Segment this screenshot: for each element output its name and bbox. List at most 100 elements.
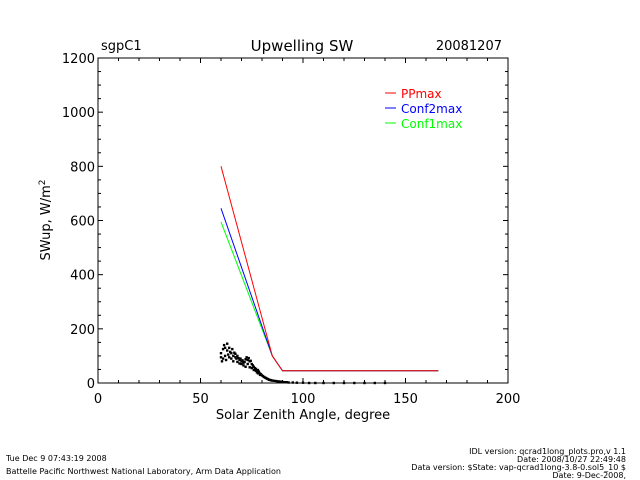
x-tick-label: 150: [393, 392, 418, 407]
y-tick-label: 400: [70, 269, 95, 284]
data-point: [273, 379, 276, 382]
data-point: [228, 356, 231, 359]
data-point: [238, 358, 241, 362]
data-point: [256, 368, 260, 372]
data-point: [249, 359, 252, 362]
data-point: [230, 352, 233, 355]
data-point: [243, 360, 246, 364]
data-point: [231, 347, 234, 351]
footer-idl-version: IDL version: qcrad1long_plots.pro,v 1.1: [469, 447, 626, 456]
data-point: [246, 362, 249, 366]
x-axis-label: Solar Zenith Angle, degree: [216, 408, 390, 423]
legend-label: PPmax: [401, 87, 442, 101]
series-line-conf2max: [220, 208, 439, 372]
data-point: [254, 369, 258, 372]
data-point: [240, 362, 243, 366]
data-point: [373, 381, 376, 385]
data-point: [239, 357, 242, 360]
footer-idl-date: Date: 2008/10/27 22:49:48: [517, 455, 626, 464]
site-label: sgpC1: [101, 39, 142, 54]
data-point: [283, 381, 286, 384]
data-point: [229, 350, 232, 354]
legend-label: Conf2max: [401, 102, 462, 116]
data-point: [219, 352, 223, 355]
data-point: [281, 380, 284, 384]
data-point: [223, 354, 227, 358]
y-axis-label: SWup, W/m2: [38, 179, 54, 260]
footer-data-date: Date: 9-Dec-2008,: [552, 471, 626, 480]
data-point: [332, 381, 335, 385]
data-point: [227, 353, 230, 356]
data-point: [254, 367, 258, 371]
data-point: [237, 356, 240, 360]
y-tick-label: 800: [70, 160, 95, 175]
data-point: [353, 381, 356, 385]
data-point: [291, 381, 294, 384]
data-point: [307, 381, 311, 385]
data-point: [219, 356, 223, 359]
data-point: [220, 360, 224, 363]
data-point: [314, 381, 317, 385]
data-point: [224, 358, 228, 362]
data-point: [244, 358, 247, 361]
data-point: [223, 346, 227, 349]
data-point: [363, 381, 366, 385]
data-point: [226, 342, 229, 345]
data-point: [322, 381, 325, 385]
data-point: [230, 357, 233, 360]
data-point: [238, 362, 241, 365]
data-point: [232, 360, 235, 363]
data-point: [245, 356, 248, 359]
data-point: [301, 381, 305, 384]
data-points: [219, 342, 387, 385]
data-point: [234, 356, 237, 359]
data-point: [226, 349, 229, 352]
y-tick-label: 1000: [62, 106, 95, 121]
data-point: [277, 380, 280, 383]
data-point: [275, 379, 278, 383]
data-point: [222, 343, 226, 347]
data-point: [242, 364, 245, 367]
chart-title: Upwelling SW: [251, 37, 354, 55]
data-point: [235, 357, 238, 360]
data-point: [252, 368, 255, 372]
legend-label: Conf1max: [401, 117, 462, 131]
x-tick-label: 0: [94, 392, 102, 407]
data-point: [251, 364, 254, 367]
data-point: [271, 379, 274, 382]
data-point: [228, 346, 231, 349]
x-tick-label: 50: [192, 392, 209, 407]
data-point: [252, 365, 255, 368]
x-tick-label: 100: [291, 392, 316, 407]
data-point: [244, 365, 247, 368]
data-point: [246, 358, 249, 362]
series-layer: [220, 166, 439, 372]
data-point: [221, 357, 225, 360]
footer-data-version: Data version: $State: vap-qcrad1long-3.8…: [411, 463, 626, 472]
y-axis: 0 200 400 600 800 1000 1200: [62, 52, 508, 392]
footer-timestamp: Tue Dec 9 07:43:19 2008: [5, 454, 107, 463]
data-point: [236, 354, 239, 358]
x-axis: 0 50 100 150 200: [94, 58, 521, 407]
series-line-conf1max: [220, 221, 439, 372]
x-tick-label: 200: [496, 392, 521, 407]
data-point: [250, 366, 253, 370]
y-tick-label: 200: [70, 323, 95, 338]
data-point: [241, 359, 244, 362]
y-tick-label: 600: [70, 215, 95, 230]
y-tick-label: 0: [87, 377, 95, 392]
series-line-ppmax: [220, 166, 439, 372]
data-point: [287, 381, 290, 384]
data-point: [248, 366, 251, 369]
data-point: [232, 354, 235, 358]
date-label: 20081207: [436, 39, 502, 54]
data-point: [221, 347, 225, 351]
y-tick-label: 1200: [62, 52, 95, 67]
data-point: [279, 380, 282, 383]
data-point: [257, 370, 261, 373]
data-point: [285, 381, 288, 384]
footer-institution: Battelle Pacific Northwest National Labo…: [6, 467, 281, 476]
data-point: [383, 381, 387, 385]
